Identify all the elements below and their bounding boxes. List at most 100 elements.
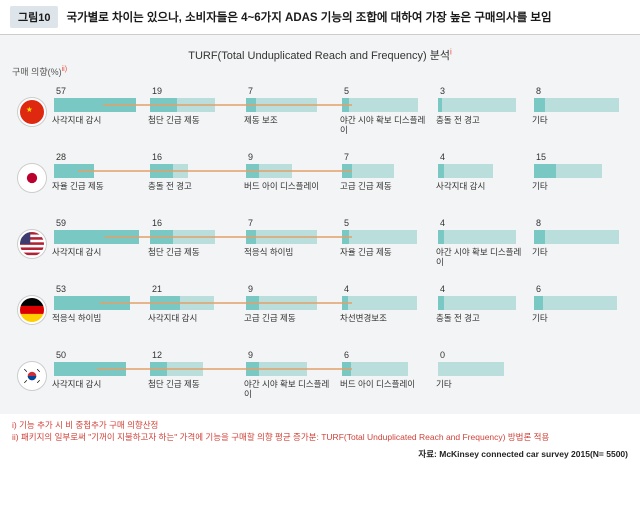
bar-label: 기타	[436, 380, 526, 390]
bar-item: 15기타	[532, 146, 628, 208]
bar-item: 59사각지대 감시	[52, 212, 148, 274]
bar-label: 사각지대 감시	[52, 116, 142, 126]
svg-text:★: ★	[26, 105, 33, 114]
y-axis-label: 구매 의향(%)ii)	[12, 65, 628, 78]
bar-value: 5	[344, 86, 349, 96]
bar-value: 5	[344, 218, 349, 228]
bar-value: 9	[248, 284, 253, 294]
bar-item: 4야간 시야 확보 디스플레이	[436, 212, 532, 274]
bar-fill	[150, 98, 177, 112]
bar-bg	[534, 296, 617, 310]
bar-label: 충돌 전 경고	[436, 314, 526, 324]
bar-item: 16첨단 긴급 제동	[148, 212, 244, 274]
bar-item: 3 충돌 전 경고	[436, 80, 532, 142]
bar-label: 버드 아이 디스플레이	[340, 380, 430, 390]
bar-fill	[438, 230, 444, 244]
bar-value: 6	[344, 350, 349, 360]
bar-value: 8	[536, 86, 541, 96]
bar-value: 0	[440, 350, 445, 360]
bar-bg	[342, 98, 418, 112]
bar-value: 9	[248, 350, 253, 360]
bar-value: 19	[152, 86, 162, 96]
bar-value: 57	[56, 86, 66, 96]
bar-value: 4	[344, 284, 349, 294]
bar-value: 16	[152, 218, 162, 228]
flag-us	[12, 212, 52, 276]
bar-bg	[342, 362, 408, 376]
bar-item: 16충돌 전 경고	[148, 146, 244, 208]
bar-value: 4	[440, 218, 445, 228]
bar-fill	[54, 164, 94, 178]
chart-title-text: TURF(Total Unduplicated Reach and Freque…	[188, 50, 450, 62]
bar-value: 28	[56, 152, 66, 162]
bar-fill	[150, 164, 173, 178]
bar-item: 8기타	[532, 212, 628, 274]
bar-bg	[438, 164, 493, 178]
bar-value: 3	[440, 86, 445, 96]
bar-value: 7	[248, 86, 253, 96]
bars-jp: 28 자율 긴급 제동 16충돌 전 경고9버드 아이 디스플레이7고급 긴급 제동…	[52, 146, 628, 210]
bar-fill	[150, 230, 173, 244]
bar-label: 적응식 하이빔	[52, 314, 142, 324]
bar-label: 자율 긴급 제동	[340, 248, 430, 258]
bar-item: 9 고급 긴급 제동	[244, 278, 340, 340]
bar-item: 7고급 긴급 제동	[340, 146, 436, 208]
bar-bg	[438, 98, 516, 112]
bar-fill	[246, 164, 259, 178]
bar-value: 7	[344, 152, 349, 162]
bar-item: 7제동 보조	[244, 80, 340, 142]
bar-item: 6 기타	[532, 278, 628, 340]
bar-value: 16	[152, 152, 162, 162]
bar-value: 7	[248, 218, 253, 228]
chart-title: TURF(Total Unduplicated Reach and Freque…	[12, 43, 628, 65]
bar-item: 9버드 아이 디스플레이	[244, 146, 340, 208]
source-line: 자료: McKinsey connected car survey 2015(N…	[0, 446, 640, 466]
bar-item: 19 첨단 긴급 제동	[148, 80, 244, 142]
flag-jp	[12, 146, 52, 210]
bar-item: 8기타	[532, 80, 628, 142]
bar-label: 기타	[532, 182, 622, 192]
flag-de	[12, 278, 52, 342]
bar-fill	[534, 296, 543, 310]
bar-label: 충돌 전 경고	[436, 116, 526, 126]
bar-fill	[342, 98, 349, 112]
bar-bg	[534, 230, 619, 244]
country-row-cn: ★ 57 사각지대 감시 19 첨단 긴급 제동 7제동 보조 5 야간 시야 확보 디스플레…	[12, 80, 628, 144]
bar-item: 53적응식 하이빔	[52, 278, 148, 340]
bar-label: 기타	[532, 314, 622, 324]
bar-fill	[54, 296, 130, 310]
bar-item: 5 야간 시야 확보 디스플레이	[340, 80, 436, 142]
figure-title: 국가별로 차이는 있으나, 소비자들은 4~6가지 ADAS 기능의 조합에 대…	[66, 9, 551, 25]
bar-bg	[438, 230, 516, 244]
bar-item: 28 자율 긴급 제동	[52, 146, 148, 208]
bar-label: 적응식 하이빔	[244, 248, 334, 258]
bar-fill	[342, 164, 352, 178]
bar-bg	[246, 230, 317, 244]
footnote-1: i) 기능 추가 시 비 중첩추가 구매 의향산정	[12, 420, 628, 432]
bar-label: 자율 긴급 제동	[52, 182, 142, 192]
bar-fill	[150, 362, 167, 376]
bar-item: 9 야간 시야 확보 디스플레이	[244, 344, 340, 406]
figure-label: 그림10	[10, 6, 58, 28]
bar-bg	[534, 98, 619, 112]
bar-item: 57 사각지대 감시	[52, 80, 148, 142]
bar-label: 사각지대 감시	[52, 380, 142, 390]
bar-bg	[438, 362, 504, 376]
bar-value: 6	[536, 284, 541, 294]
bar-value: 12	[152, 350, 162, 360]
bar-fill	[342, 362, 351, 376]
bar-fill	[342, 296, 348, 310]
bar-label: 첨단 긴급 제동	[148, 116, 238, 126]
chart-area: TURF(Total Unduplicated Reach and Freque…	[0, 35, 640, 414]
bar-item: 4 충돌 전 경고	[436, 278, 532, 340]
bar-fill	[54, 362, 126, 376]
bar-label: 고급 긴급 제동	[244, 314, 334, 324]
bar-item: 12첨단 긴급 제동	[148, 344, 244, 406]
bar-value: 4	[440, 284, 445, 294]
flag-kr	[12, 344, 52, 408]
bar-label: 야간 시야 확보 디스플레이	[340, 116, 430, 136]
bar-item: 7 적응식 하이빔	[244, 212, 340, 274]
bar-fill	[534, 98, 545, 112]
bar-label: 차선변경보조	[340, 314, 430, 324]
bar-label: 야간 시야 확보 디스플레이	[244, 380, 334, 400]
